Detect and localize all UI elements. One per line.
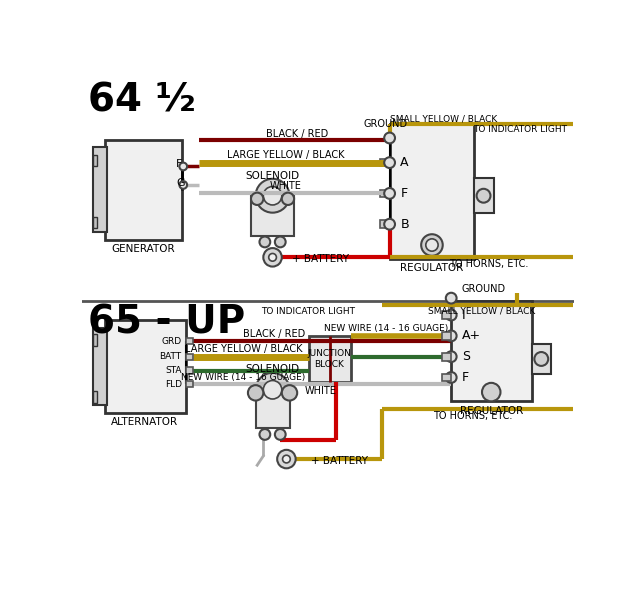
- Bar: [186, 367, 193, 374]
- Bar: [251, 193, 294, 236]
- Circle shape: [248, 385, 263, 401]
- Bar: [255, 390, 289, 428]
- Circle shape: [477, 189, 490, 203]
- Text: SMALL YELLOW / BLACK: SMALL YELLOW / BLACK: [428, 307, 536, 316]
- Text: FLD: FLD: [164, 380, 182, 389]
- Text: REGULATOR: REGULATOR: [460, 405, 523, 416]
- Text: WHITE: WHITE: [269, 181, 301, 191]
- Circle shape: [446, 310, 456, 321]
- Bar: [186, 382, 193, 388]
- Circle shape: [421, 234, 443, 256]
- Text: TO INDICATOR LIGHT: TO INDICATOR LIGHT: [473, 125, 566, 134]
- Bar: [451, 301, 532, 401]
- Circle shape: [384, 157, 395, 168]
- Text: LARGE YELLOW / BLACK: LARGE YELLOW / BLACK: [227, 150, 344, 160]
- Circle shape: [426, 239, 438, 251]
- Bar: [380, 221, 390, 228]
- Circle shape: [255, 373, 289, 407]
- Text: F: F: [401, 187, 408, 200]
- Circle shape: [446, 351, 456, 362]
- Circle shape: [263, 380, 282, 399]
- Text: + BATTERY: + BATTERY: [292, 254, 349, 264]
- Text: GROUND: GROUND: [462, 284, 506, 294]
- Bar: [186, 353, 193, 360]
- Text: BLACK / RED: BLACK / RED: [266, 129, 328, 139]
- Text: S: S: [462, 350, 470, 363]
- Text: ALTERNATOR: ALTERNATOR: [111, 417, 179, 427]
- Circle shape: [282, 385, 297, 401]
- Circle shape: [283, 455, 291, 463]
- Text: B: B: [401, 218, 409, 231]
- Circle shape: [259, 429, 270, 440]
- Text: TO HORNS, ETC.: TO HORNS, ETC.: [449, 260, 528, 269]
- Bar: [390, 124, 474, 259]
- Text: REGULATOR: REGULATOR: [401, 263, 463, 273]
- Bar: [380, 190, 390, 197]
- Circle shape: [384, 219, 395, 230]
- Circle shape: [446, 293, 456, 304]
- Bar: [308, 336, 351, 382]
- Circle shape: [255, 179, 289, 213]
- Circle shape: [179, 181, 187, 189]
- Circle shape: [251, 193, 263, 205]
- Circle shape: [282, 193, 294, 205]
- Bar: [93, 216, 97, 228]
- Circle shape: [275, 237, 285, 248]
- Bar: [93, 328, 107, 405]
- Bar: [442, 353, 451, 361]
- Text: BATT: BATT: [159, 352, 182, 361]
- Bar: [93, 391, 97, 403]
- Circle shape: [384, 133, 395, 144]
- Bar: [442, 374, 451, 382]
- Text: A+: A+: [462, 329, 481, 343]
- Text: SMALL YELLOW / BLACK: SMALL YELLOW / BLACK: [390, 114, 497, 123]
- Bar: [532, 344, 551, 374]
- Text: I: I: [462, 309, 466, 322]
- Text: SOLENOID: SOLENOID: [246, 364, 300, 374]
- Circle shape: [482, 383, 500, 401]
- Text: 64 ½: 64 ½: [88, 82, 195, 120]
- Text: SOLENOID: SOLENOID: [246, 170, 300, 181]
- Text: JUNCTION
BLOCK: JUNCTION BLOCK: [308, 349, 351, 369]
- Circle shape: [384, 188, 395, 199]
- Bar: [442, 311, 451, 319]
- Bar: [442, 332, 451, 340]
- Circle shape: [277, 450, 296, 468]
- Text: STA: STA: [165, 366, 182, 375]
- Text: WHITE: WHITE: [305, 386, 336, 396]
- Text: GRD: GRD: [161, 337, 182, 346]
- Text: A: A: [401, 156, 409, 169]
- Circle shape: [263, 187, 282, 205]
- Bar: [93, 334, 97, 346]
- Text: GENERATOR: GENERATOR: [111, 244, 175, 254]
- Text: GROUND: GROUND: [364, 119, 408, 129]
- Text: F: F: [462, 371, 469, 384]
- Bar: [380, 159, 390, 166]
- Bar: [105, 139, 182, 240]
- Circle shape: [259, 237, 270, 248]
- Text: 65 - UP: 65 - UP: [88, 304, 245, 341]
- Text: NEW WIRE (14 - 16 GUAGE): NEW WIRE (14 - 16 GUAGE): [324, 324, 448, 332]
- Text: F: F: [176, 159, 182, 169]
- Text: + BATTERY: + BATTERY: [311, 456, 368, 466]
- Bar: [474, 178, 493, 213]
- Text: TO INDICATOR LIGHT: TO INDICATOR LIGHT: [261, 307, 355, 316]
- Circle shape: [269, 254, 276, 261]
- Bar: [93, 147, 107, 232]
- Circle shape: [263, 248, 282, 267]
- Circle shape: [534, 352, 548, 366]
- Circle shape: [446, 372, 456, 383]
- Circle shape: [275, 429, 285, 440]
- Bar: [93, 155, 97, 166]
- Bar: [105, 321, 186, 413]
- Text: G: G: [176, 178, 185, 188]
- Circle shape: [179, 163, 187, 170]
- Circle shape: [446, 331, 456, 341]
- Text: TO HORNS, ETC.: TO HORNS, ETC.: [433, 411, 513, 421]
- Bar: [186, 338, 193, 344]
- Text: BLACK / RED: BLACK / RED: [243, 329, 305, 339]
- Text: LARGE YELLOW / BLACK: LARGE YELLOW / BLACK: [184, 344, 302, 354]
- Text: NEW WIRE (14 - 16 GUAGE): NEW WIRE (14 - 16 GUAGE): [181, 373, 305, 382]
